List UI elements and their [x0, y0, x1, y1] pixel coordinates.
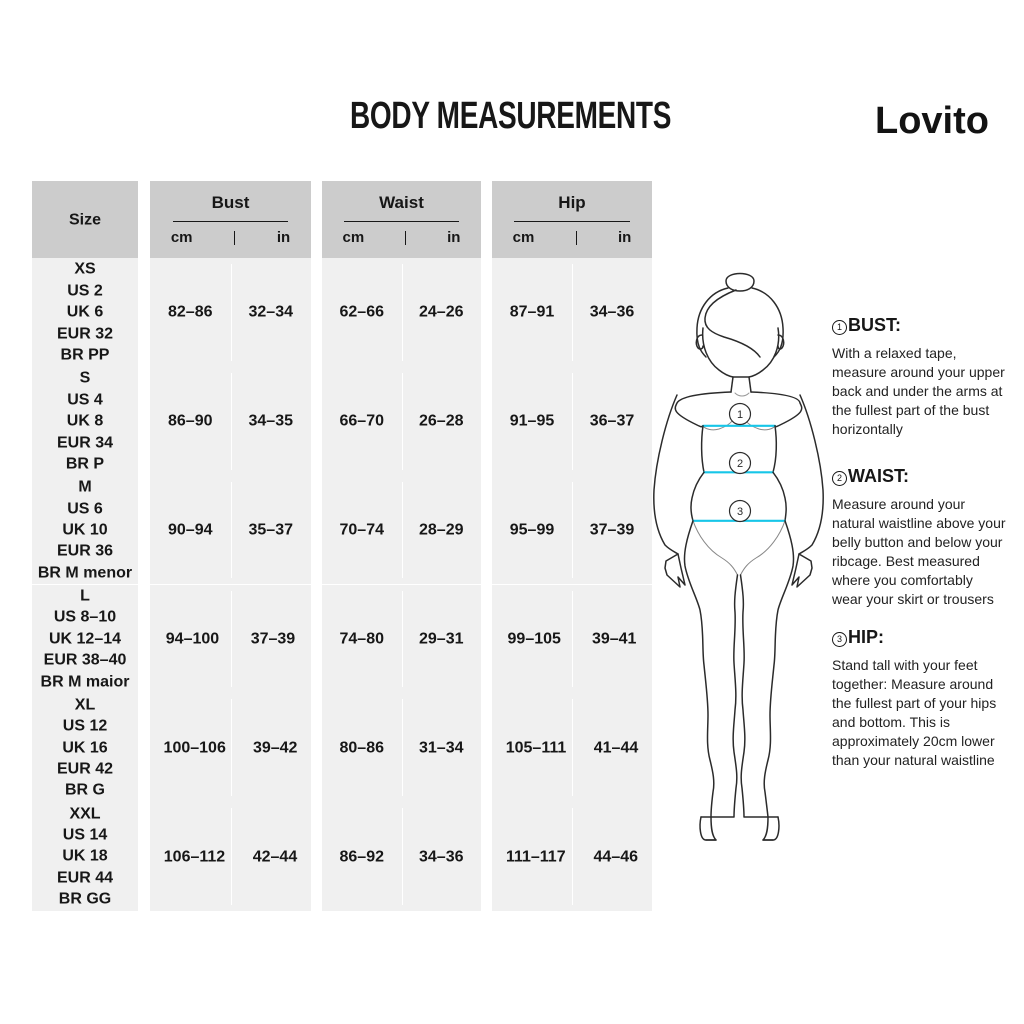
svg-text:1: 1 [737, 409, 743, 421]
svg-text:2: 2 [737, 458, 743, 470]
svg-text:3: 3 [737, 506, 743, 518]
